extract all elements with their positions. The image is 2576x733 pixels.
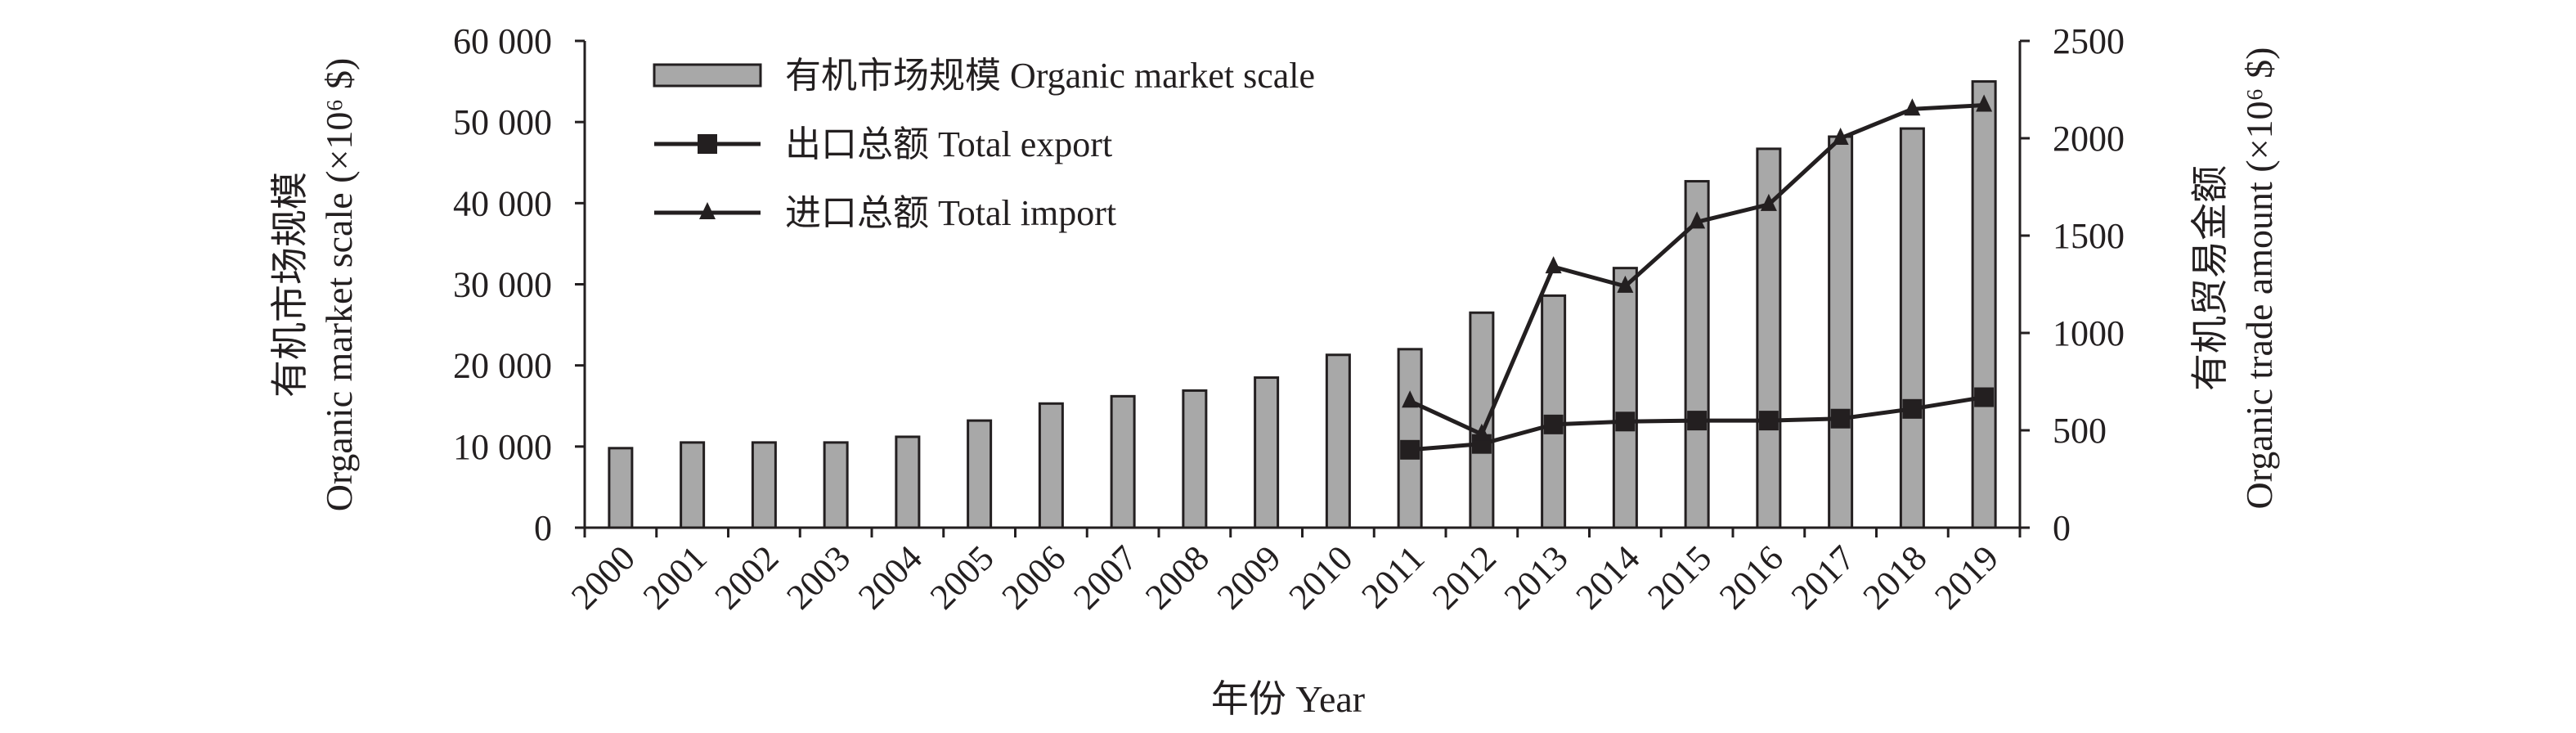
- legend-swatch-market-scale: [653, 63, 762, 88]
- export-point-2013: [1543, 414, 1564, 434]
- export-point-2016: [1758, 411, 1779, 431]
- x-tick-label-2012: 2012: [1425, 537, 1504, 617]
- bar-2009: [1254, 376, 1280, 529]
- legend-marker-import: [699, 202, 716, 219]
- x-tick-label-2014: 2014: [1568, 537, 1648, 617]
- x-tick-label-2013: 2013: [1497, 537, 1576, 617]
- axes: [575, 39, 2030, 537]
- x-tick-label-2003: 2003: [779, 537, 858, 617]
- bar-2014: [1612, 267, 1638, 529]
- export-point-2011: [1400, 439, 1420, 460]
- left-tick-label: 0: [534, 508, 552, 548]
- bar-series: [608, 80, 1997, 529]
- right-tick-label: 500: [2053, 411, 2107, 451]
- x-tick-label-2019: 2019: [1927, 537, 2006, 617]
- bar-2010: [1325, 353, 1351, 529]
- left-tick-label: 10 000: [453, 427, 552, 467]
- right-tick-label: 2500: [2053, 21, 2125, 61]
- x-tick-label-2000: 2000: [563, 537, 643, 617]
- bar-2018: [1899, 127, 1925, 529]
- right-tick-label: 1500: [2053, 216, 2125, 256]
- bar-2019: [1971, 80, 1997, 529]
- bar-2005: [967, 419, 993, 529]
- bar-2011: [1397, 348, 1423, 529]
- left-tick-label: 30 000: [453, 265, 552, 305]
- export-point-2018: [1902, 398, 1923, 419]
- x-tick-label-2010: 2010: [1281, 537, 1361, 617]
- x-tick-label-2011: 2011: [1353, 537, 1432, 616]
- export-point-2019: [1974, 387, 1995, 407]
- x-tick-label-2005: 2005: [922, 537, 1002, 617]
- export-point-2015: [1687, 411, 1708, 431]
- import-point-2012: [1473, 423, 1490, 441]
- import-point-2015: [1689, 211, 1706, 229]
- legend: 有机市场规模 Organic market scale 出口总额 Total ex…: [653, 56, 1315, 233]
- left-tick-label: 40 000: [453, 183, 552, 223]
- import-point-2018: [1904, 98, 1921, 116]
- bar-2016: [1756, 147, 1782, 529]
- import-point-2017: [1832, 128, 1849, 145]
- x-tick-label-2009: 2009: [1209, 537, 1289, 617]
- bar-2003: [823, 441, 849, 529]
- right-tick-label: 2000: [2053, 119, 2125, 159]
- bar-2004: [895, 435, 921, 529]
- right-tick-label: 0: [2053, 508, 2071, 548]
- x-tick-label-2004: 2004: [850, 537, 930, 617]
- x-tick-label-2006: 2006: [994, 537, 1074, 617]
- import-point-2016: [1760, 193, 1777, 211]
- x-tick-label-2007: 2007: [1066, 537, 1145, 617]
- legend-marker-export: [698, 134, 717, 154]
- x-tick-label-2002: 2002: [707, 537, 787, 617]
- right-tick-label: 1000: [2053, 313, 2125, 353]
- legend-label-export: 出口总额 Total export: [785, 124, 1112, 164]
- bar-2008: [1182, 389, 1208, 529]
- left-tick-label: 20 000: [453, 346, 552, 386]
- export-point-2014: [1615, 411, 1636, 432]
- bar-2000: [608, 447, 634, 529]
- bar-2001: [680, 441, 706, 529]
- left-tick-label: 60 000: [453, 21, 552, 61]
- import-point-2013: [1545, 256, 1562, 274]
- bar-2006: [1038, 402, 1064, 529]
- legend-label-market-scale: 有机市场规模 Organic market scale: [785, 56, 1315, 96]
- x-tick-label-2016: 2016: [1712, 537, 1791, 617]
- legend-label-import: 进口总额 Total import: [785, 193, 1116, 233]
- x-axis-title: 年份 Year: [1211, 678, 1365, 720]
- left-tick-label: 50 000: [453, 102, 552, 142]
- bar-2013: [1541, 294, 1567, 529]
- right-axis-title-en: Organic trade amount (×10⁶ $): [2238, 47, 2280, 510]
- bar-2017: [1828, 135, 1854, 529]
- x-tick-label-2001: 2001: [635, 537, 715, 617]
- line-series: [1400, 94, 1995, 460]
- x-tick-label-2018: 2018: [1856, 537, 1935, 617]
- x-tick-label-2015: 2015: [1640, 537, 1719, 617]
- axis-titles: 年份 Year 有机市场规模 Organic market scale (×10⁶ …: [269, 47, 2280, 720]
- import-point-2014: [1617, 275, 1634, 293]
- x-tick-label-2017: 2017: [1784, 537, 1863, 617]
- bar-2015: [1684, 180, 1710, 529]
- right-axis-title-cn: 有机贸易金额: [2189, 165, 2231, 391]
- bar-2007: [1110, 394, 1136, 529]
- import-point-2019: [1976, 94, 1993, 112]
- import-point-2011: [1402, 390, 1419, 408]
- x-tick-label-2008: 2008: [1138, 537, 1217, 617]
- bar-2002: [751, 441, 777, 529]
- export-point-2017: [1830, 408, 1851, 429]
- left-axis-title-cn: 有机市场规模: [269, 172, 311, 398]
- left-axis-title-en: Organic market scale (×10⁶ $): [318, 58, 360, 512]
